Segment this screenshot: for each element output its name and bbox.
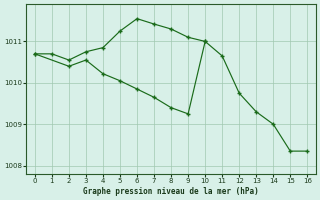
- X-axis label: Graphe pression niveau de la mer (hPa): Graphe pression niveau de la mer (hPa): [83, 187, 259, 196]
